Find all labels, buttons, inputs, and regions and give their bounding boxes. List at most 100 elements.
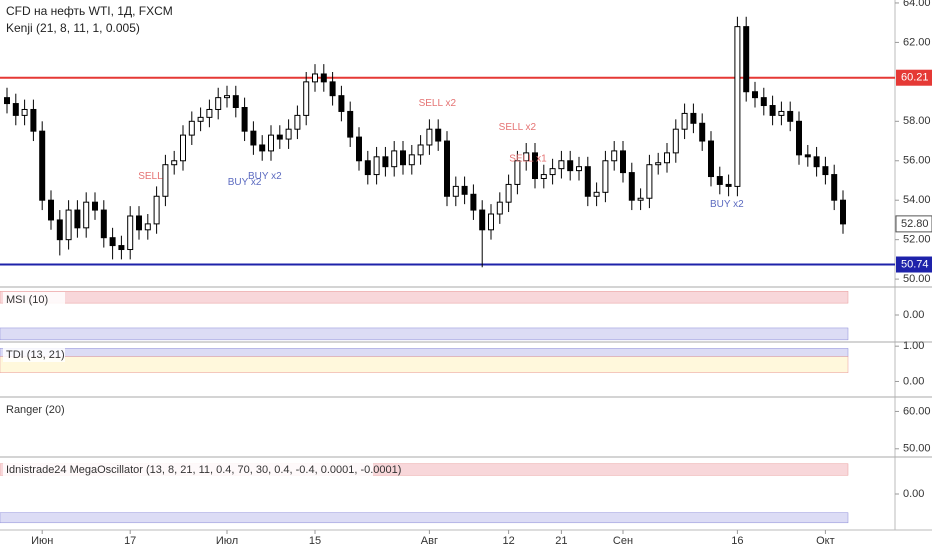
panel-label-bg bbox=[3, 402, 65, 417]
y-tick-label: 58.00 bbox=[903, 115, 931, 127]
candle-body bbox=[602, 160, 609, 193]
candle-body bbox=[30, 108, 37, 132]
candle-body bbox=[417, 144, 424, 156]
candle-body bbox=[496, 201, 503, 215]
panel-band bbox=[0, 327, 849, 341]
panel-band bbox=[0, 356, 849, 373]
candle-body bbox=[804, 154, 811, 158]
x-tick-label: 16 bbox=[731, 535, 743, 547]
y-tick-label: 1.00 bbox=[903, 340, 924, 352]
candle-body bbox=[250, 130, 257, 146]
indicator-label: Kenji (21, 8, 11, 1, 0.005) bbox=[6, 21, 140, 35]
y-tick-label: 50.00 bbox=[903, 273, 931, 285]
signal-label: SELL x2 bbox=[419, 98, 457, 109]
candle-body bbox=[224, 95, 230, 99]
candle-body bbox=[259, 144, 266, 152]
candle-body bbox=[655, 162, 662, 166]
candle-body bbox=[312, 73, 318, 83]
candle-body bbox=[408, 154, 415, 166]
candle-body bbox=[276, 134, 283, 140]
candle-body bbox=[584, 166, 591, 197]
candle-body bbox=[716, 176, 723, 185]
signal-label: SELL bbox=[138, 171, 163, 182]
candle-body bbox=[39, 130, 46, 201]
candle-body bbox=[153, 195, 160, 225]
candle-body bbox=[180, 134, 186, 162]
level-label: 50.74 bbox=[901, 258, 929, 270]
panel-label: TDI (13, 21) bbox=[6, 349, 65, 361]
candle-body bbox=[488, 213, 494, 231]
candle-body bbox=[444, 140, 450, 197]
candle-body bbox=[74, 209, 81, 229]
candle-body bbox=[532, 152, 538, 180]
signal-label: SELL x1 bbox=[509, 153, 547, 164]
level-tag bbox=[896, 256, 932, 273]
candle-body bbox=[56, 219, 63, 241]
candle-body bbox=[470, 193, 477, 211]
candle-body bbox=[144, 223, 151, 231]
candle-body bbox=[373, 156, 380, 176]
candle-body bbox=[435, 128, 442, 142]
candle-body bbox=[303, 81, 310, 116]
panel-label-bg bbox=[3, 292, 65, 307]
candle-body bbox=[760, 97, 767, 107]
candle-body bbox=[364, 160, 371, 176]
y-tick-label: 0.00 bbox=[903, 488, 924, 500]
panel-label-bg bbox=[3, 347, 65, 362]
x-tick-label: 12 bbox=[502, 535, 514, 547]
candle-body bbox=[708, 140, 714, 178]
x-tick-label: Июн bbox=[31, 535, 53, 547]
candle-body bbox=[725, 183, 732, 187]
panel-label-bg bbox=[3, 462, 373, 477]
candle-body bbox=[796, 120, 802, 156]
chart-title: CFD на нефть WTI, 1Д, FXCM bbox=[6, 4, 173, 18]
candle-body bbox=[690, 112, 697, 124]
candle-body bbox=[523, 152, 530, 162]
y-tick-label: 62.00 bbox=[903, 36, 931, 48]
candle-body bbox=[540, 174, 547, 180]
candle-body bbox=[215, 97, 222, 110]
signal-label: BUY x2 bbox=[710, 199, 744, 210]
candle-body bbox=[347, 110, 354, 138]
candle-body bbox=[21, 108, 28, 116]
last-price-tag bbox=[895, 215, 932, 233]
level-tag bbox=[896, 69, 932, 86]
candle-body bbox=[118, 245, 125, 251]
candle-body bbox=[637, 197, 644, 201]
candle-body bbox=[452, 185, 459, 197]
y-tick-label: 60.00 bbox=[903, 405, 931, 417]
candle-body bbox=[100, 209, 107, 239]
signal-label: SELL x2 bbox=[499, 122, 537, 133]
panel-band bbox=[0, 290, 849, 304]
x-tick-label: Авг bbox=[421, 535, 438, 547]
candle-body bbox=[188, 120, 195, 136]
candle-body bbox=[65, 209, 72, 241]
candle-body bbox=[620, 150, 626, 174]
candle-body bbox=[127, 215, 134, 251]
candle-body bbox=[4, 97, 10, 105]
candle-body bbox=[356, 136, 362, 162]
candle-body bbox=[699, 122, 706, 142]
candle-body bbox=[391, 150, 398, 168]
candle-body bbox=[664, 152, 670, 164]
x-tick-label: Окт bbox=[816, 535, 835, 547]
y-tick-label: 50.00 bbox=[903, 443, 931, 455]
y-tick-label: 52.00 bbox=[903, 234, 931, 246]
candle-body bbox=[83, 201, 90, 229]
candle-body bbox=[672, 128, 679, 154]
candle-body bbox=[778, 110, 785, 116]
candle-body bbox=[48, 199, 54, 221]
candle-body bbox=[567, 160, 574, 172]
candle-body bbox=[681, 112, 688, 130]
candle-body bbox=[831, 174, 838, 201]
x-tick-label: 21 bbox=[555, 535, 567, 547]
candle-body bbox=[787, 110, 794, 122]
signal-label: BUY x2 bbox=[228, 177, 262, 188]
candle-body bbox=[162, 164, 169, 197]
candle-body bbox=[593, 191, 600, 197]
candle-body bbox=[426, 128, 433, 146]
candle-body bbox=[558, 160, 565, 170]
candle-body bbox=[514, 160, 521, 185]
panel-label: Idnistrade24 MegaOscillator (13, 8, 21, … bbox=[6, 464, 401, 476]
